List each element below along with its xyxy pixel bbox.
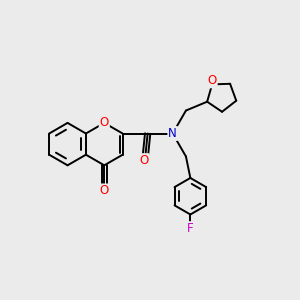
Text: O: O bbox=[100, 184, 109, 197]
Text: O: O bbox=[139, 154, 148, 167]
Text: F: F bbox=[187, 222, 194, 235]
Text: O: O bbox=[100, 116, 109, 129]
Text: N: N bbox=[168, 127, 177, 140]
Text: O: O bbox=[208, 74, 217, 87]
